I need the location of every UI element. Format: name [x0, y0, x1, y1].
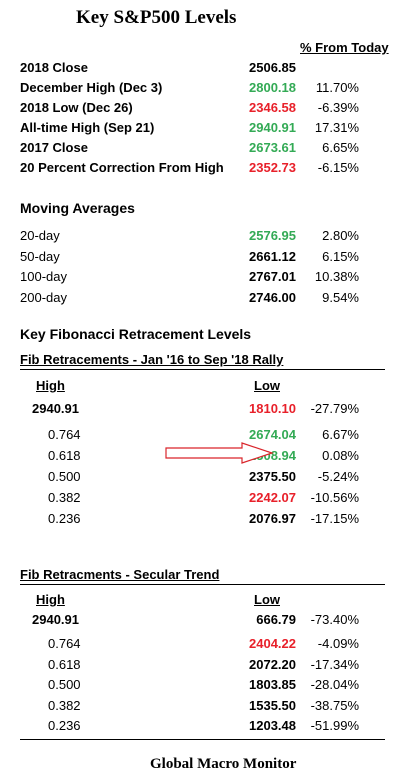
fib1-title-rule: [20, 369, 385, 370]
moving-average-value: 2661.12: [249, 249, 296, 264]
fib2-level-pct: -38.75%: [310, 698, 359, 713]
moving-average-label: 100-day: [20, 269, 67, 284]
fib2-level-pct: -17.34%: [310, 657, 359, 672]
moving-average-pct: 2.80%: [322, 228, 359, 243]
key-level-value: 2940.91: [249, 120, 296, 135]
key-level-label: 2018 Close: [20, 60, 88, 75]
fib2-level-pct: -51.99%: [310, 718, 359, 733]
key-level-pct: 6.65%: [322, 140, 359, 155]
moving-average-pct: 10.38%: [314, 269, 359, 284]
key-level-pct: -6.39%: [317, 100, 359, 115]
fib2-level-label: 0.382: [48, 698, 81, 713]
fib2-level-pct: -4.09%: [317, 636, 359, 651]
key-level-pct: -6.15%: [317, 160, 359, 175]
fib2-title-rule: [20, 584, 385, 585]
fib1-low-header: Low: [254, 378, 280, 393]
fib2-level-pct: -73.40%: [310, 612, 359, 627]
fib1-level-value: 2076.97: [249, 511, 296, 526]
fib2-level-value: 1803.85: [249, 677, 296, 692]
fib-section-title: Key Fibonacci Retracement Levels: [20, 326, 252, 342]
fib2-low-header: Low: [254, 592, 280, 607]
key-level-label: December High (Dec 3): [20, 80, 163, 95]
fib2-level-label: 0.236: [48, 718, 81, 733]
fib2-level-value: 1535.50: [249, 698, 296, 713]
fib1-level-label: 0.618: [48, 448, 81, 463]
footer-rule: [20, 739, 385, 740]
fib1-high-header: High: [36, 378, 65, 393]
fib1-level-value: 2375.50: [249, 469, 296, 484]
fib2-level-value: 2072.20: [249, 657, 296, 672]
fib2-level-pct: -28.04%: [310, 677, 359, 692]
fib2-title: Fib Retracments - Secular Trend: [20, 567, 220, 582]
fib2-level-label: 0.618: [48, 657, 81, 672]
moving-average-value: 2576.95: [249, 228, 296, 243]
fib1-level-pct: 6.67%: [322, 427, 359, 442]
fib1-level-label: 0.500: [48, 469, 81, 484]
key-level-value: 2673.61: [249, 140, 296, 155]
key-level-value: 2800.18: [249, 80, 296, 95]
moving-average-pct: 6.15%: [322, 249, 359, 264]
fib1-level-label: 0.382: [48, 490, 81, 505]
fib2-level-value: 1203.48: [249, 718, 296, 733]
fib2-level-label: 0.764: [48, 636, 81, 651]
fib1-level-label: 0.236: [48, 511, 81, 526]
fib2-level-label: 0.500: [48, 677, 81, 692]
fib1-level-pct: 0.08%: [322, 448, 359, 463]
fib1-level-value: 2242.07: [249, 490, 296, 505]
key-level-label: 2018 Low (Dec 26): [20, 100, 133, 115]
pct-from-today-header: % From Today: [300, 40, 389, 55]
fib2-level-value: 2404.22: [249, 636, 296, 651]
key-level-value: 2352.73: [249, 160, 296, 175]
moving-averages-title: Moving Averages: [20, 200, 135, 216]
moving-average-label: 50-day: [20, 249, 60, 264]
key-level-label: All-time High (Sep 21): [20, 120, 155, 135]
fib1-title: Fib Retracements - Jan '16 to Sep '18 Ra…: [20, 352, 284, 367]
fib2-level-value: 666.79: [256, 612, 296, 627]
arrow-pointer-icon: [165, 442, 274, 464]
moving-average-value: 2767.01: [249, 269, 296, 284]
key-level-label: 20 Percent Correction From High: [20, 160, 224, 175]
key-level-value: 2506.85: [249, 60, 296, 75]
fib1-level-value: 2674.04: [249, 427, 296, 442]
moving-average-pct: 9.54%: [322, 290, 359, 305]
fib1-level-pct: -27.79%: [310, 401, 359, 416]
fib1-level-pct: -5.24%: [317, 469, 359, 484]
moving-average-label: 20-day: [20, 228, 60, 243]
fib2-high-header: High: [36, 592, 65, 607]
key-level-value: 2346.58: [249, 100, 296, 115]
footer-credit: Global Macro Monitor: [150, 756, 297, 772]
fib1-level-pct: -17.15%: [310, 511, 359, 526]
fib1-level-label: 0.764: [48, 427, 81, 442]
page-title: Key S&P500 Levels: [76, 7, 237, 28]
fib1-level-pct: -10.56%: [310, 490, 359, 505]
fib1-level-value: 1810.10: [249, 401, 296, 416]
key-level-label: 2017 Close: [20, 140, 88, 155]
moving-average-label: 200-day: [20, 290, 67, 305]
key-level-pct: 11.70%: [315, 80, 359, 95]
key-level-pct: 17.31%: [314, 120, 359, 135]
moving-average-value: 2746.00: [249, 290, 296, 305]
fib2-level-label: 2940.91: [32, 612, 79, 627]
fib1-level-label: 2940.91: [32, 401, 79, 416]
